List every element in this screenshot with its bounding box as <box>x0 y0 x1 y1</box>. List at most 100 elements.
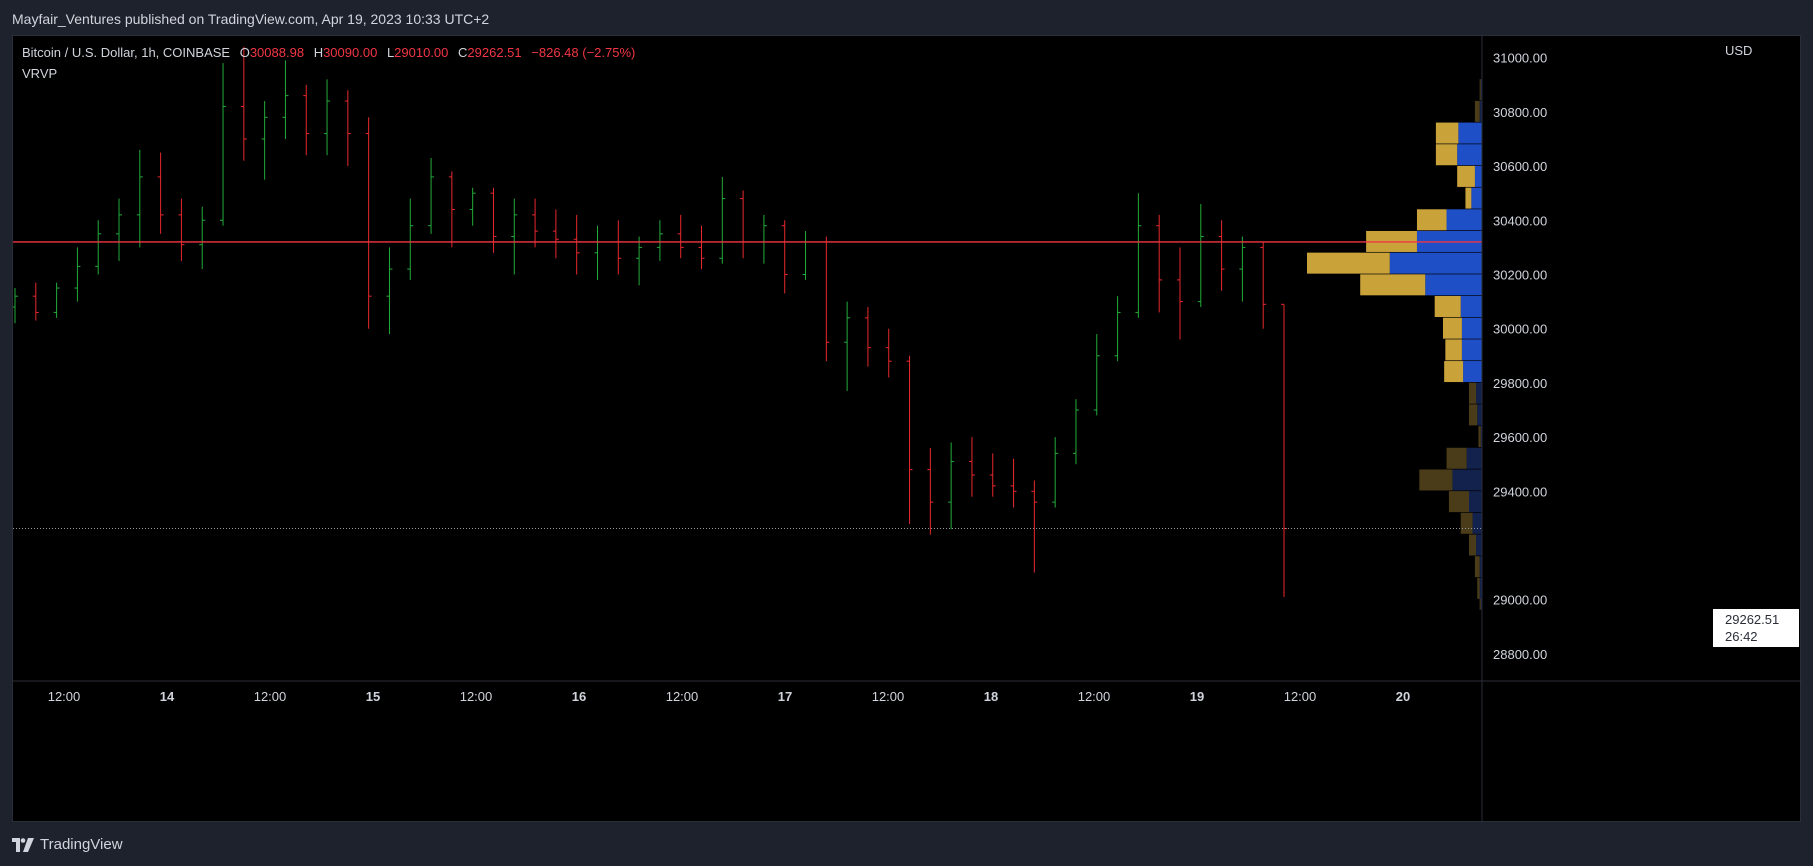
x-tick-label: 12:00 <box>254 689 287 704</box>
y-tick-label: 30200.00 <box>1493 267 1547 282</box>
y-tick-label: 30600.00 <box>1493 159 1547 174</box>
x-tick-label: 12:00 <box>1078 689 1111 704</box>
last-price-tag: 29262.51 26:42 <box>1713 609 1799 647</box>
open-value: 30088.98 <box>249 45 305 60</box>
vp-down-volume-bar <box>1446 447 1467 469</box>
ohlc-bar <box>719 176 726 264</box>
ohlc-bar <box>1031 480 1038 573</box>
ohlc-bar <box>469 187 476 226</box>
ohlc-bar <box>116 198 123 261</box>
ohlc-bar <box>532 198 539 248</box>
y-tick-label: 29600.00 <box>1493 430 1547 445</box>
x-tick-label: 12:00 <box>666 689 699 704</box>
ohlc-bar <box>240 46 247 161</box>
vp-down-volume-bar <box>1465 187 1472 209</box>
vp-up-volume-bar <box>1476 382 1482 404</box>
vp-down-volume-bar <box>1468 534 1477 556</box>
y-tick-label: 30000.00 <box>1493 322 1547 337</box>
ohlc-bar <box>823 236 830 362</box>
x-tick-label: 12:00 <box>872 689 905 704</box>
ohlc-bar <box>760 214 767 264</box>
y-tick-label: 29800.00 <box>1493 376 1547 391</box>
vp-up-volume-bar <box>1463 361 1482 383</box>
high-label: H <box>313 45 324 60</box>
close-label: C <box>458 45 468 60</box>
vp-up-volume-bar <box>1472 512 1482 534</box>
footer-brand-text: TradingView <box>40 836 123 853</box>
vp-down-volume-bar <box>1416 209 1447 231</box>
vp-up-volume-bar <box>1477 404 1482 426</box>
vp-down-volume-bar <box>1419 469 1453 491</box>
symbol-title: Bitcoin / U.S. Dollar, 1h, COINBASE <box>22 45 231 60</box>
tradingview-logo-icon <box>12 837 34 852</box>
ohlc-bar <box>573 214 580 275</box>
vp-up-volume-bar <box>1461 317 1482 339</box>
x-tick-label: 12:00 <box>48 689 81 704</box>
ohlc-bar <box>781 220 788 294</box>
close-value: 29262.51 <box>467 45 522 60</box>
indicator-label[interactable]: VRVP <box>22 66 58 81</box>
ohlc-bar <box>1260 241 1267 329</box>
ohlc-bar <box>594 225 601 280</box>
x-tick-label: 15 <box>366 689 380 704</box>
vp-up-volume-bar <box>1468 491 1482 513</box>
vp-down-volume-bar <box>1435 122 1459 144</box>
vp-up-volume-bar <box>1479 100 1482 122</box>
ohlc-bar <box>136 149 143 248</box>
vp-down-volume-bar <box>1477 577 1480 599</box>
vp-up-volume-bar <box>1480 588 1482 610</box>
publish-info: Mayfair_Ventures published on TradingVie… <box>12 11 490 27</box>
chart-pane[interactable]: 28800.00 29000.00 29400.00 29600.00 29800.00… <box>12 35 1802 823</box>
ohlc-bar <box>740 190 747 259</box>
ohlc-bar <box>13 288 18 324</box>
vp-up-volume-bar <box>1479 556 1482 578</box>
high-value: 30090.00 <box>323 45 378 60</box>
x-tick-label: 14 <box>160 689 175 704</box>
ohlc-bar <box>1010 458 1017 508</box>
vp-up-volume-bar <box>1466 447 1482 469</box>
ohlc-bar <box>282 60 289 139</box>
y-tick-label: 29000.00 <box>1493 593 1547 608</box>
ohlc-bar <box>407 198 414 280</box>
y-tick-label: 29400.00 <box>1493 484 1547 499</box>
vp-up-volume-bar <box>1471 187 1482 209</box>
vp-down-volume-bar <box>1448 491 1469 513</box>
ohlc-bar <box>32 282 39 321</box>
vp-up-volume-bar <box>1458 122 1482 144</box>
vp-down-volume-bar <box>1444 361 1464 383</box>
ohlc-bar <box>656 220 663 261</box>
vp-down-volume-bar <box>1434 296 1461 318</box>
ohlc-bar <box>199 206 206 270</box>
ohlc-chart[interactable]: 28800.00 29000.00 29400.00 29600.00 29800.00… <box>13 36 1802 823</box>
x-tick-label: 16 <box>572 689 586 704</box>
symbol-legend: Bitcoin / U.S. Dollar, 1h, COINBASE O300… <box>22 45 635 60</box>
ohlc-bar <box>677 214 684 259</box>
ohlc-bar <box>844 301 851 392</box>
ohlc-bar <box>95 220 102 275</box>
ohlc-bar <box>615 220 622 275</box>
vp-up-volume-bar <box>1389 252 1482 274</box>
vp-down-volume-bar <box>1360 274 1426 296</box>
low-label: L <box>386 45 395 60</box>
y-tick-label: 28800.00 <box>1493 647 1547 662</box>
ohlc-bar <box>53 282 60 318</box>
ohlc-bar <box>1052 437 1059 508</box>
ohlc-bar <box>157 152 164 234</box>
ohlc-bar <box>344 90 351 167</box>
ohlc-bar <box>885 328 892 378</box>
vp-down-volume-bar <box>1478 426 1481 448</box>
x-tick-label: 20 <box>1396 689 1410 704</box>
y-tick-label: 31000.00 <box>1493 51 1547 66</box>
ohlc-bar <box>864 307 871 367</box>
footer-branding[interactable]: TradingView <box>12 836 123 853</box>
ohlc-bar <box>365 117 372 329</box>
x-tick-label: 12:00 <box>460 689 493 704</box>
change-value: −826.48 (−2.75%) <box>531 45 636 60</box>
vp-up-volume-bar <box>1460 296 1482 318</box>
ohlc-bar <box>1156 214 1163 313</box>
ohlc-bar <box>1197 204 1204 308</box>
vp-up-volume-bar <box>1479 577 1482 599</box>
ohlc-bar <box>1072 399 1079 465</box>
x-tick-label: 17 <box>778 689 792 704</box>
ohlc-bar <box>324 79 331 156</box>
